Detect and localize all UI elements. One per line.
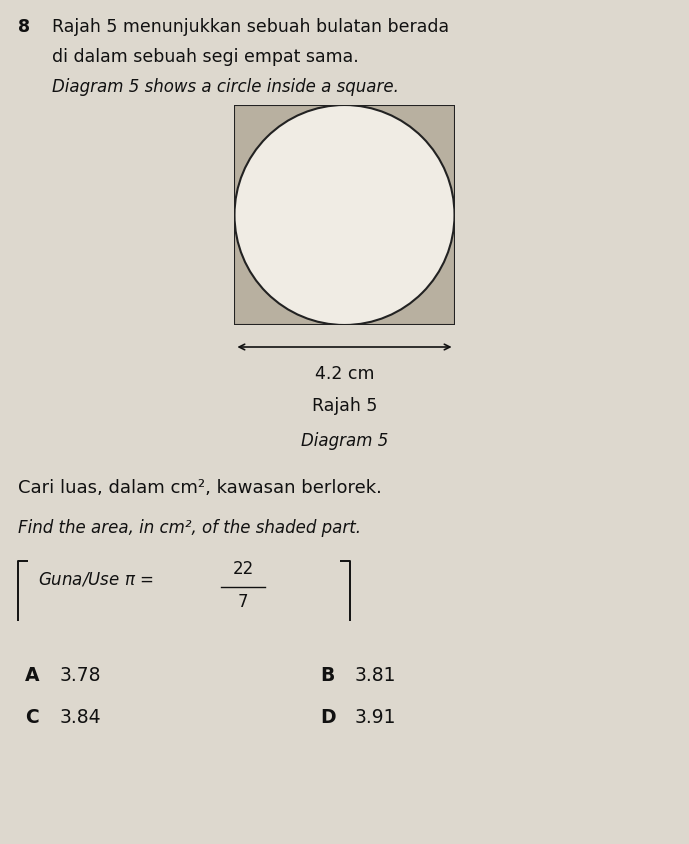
Text: 3.84: 3.84 [60, 708, 101, 727]
Text: 3.81: 3.81 [355, 666, 396, 685]
Text: 4.2 cm: 4.2 cm [315, 365, 374, 383]
Text: D: D [320, 708, 336, 727]
Text: 3.91: 3.91 [355, 708, 396, 727]
Text: Rajah 5: Rajah 5 [312, 397, 377, 415]
Text: A: A [25, 666, 39, 685]
Text: Diagram 5 shows a circle inside a square.: Diagram 5 shows a circle inside a square… [52, 78, 399, 96]
Text: Cari luas, dalam cm², kawasan berlorek.: Cari luas, dalam cm², kawasan berlorek. [18, 479, 382, 497]
Text: C: C [25, 708, 39, 727]
Text: Guna/Use $\pi$ =: Guna/Use $\pi$ = [38, 570, 155, 588]
Text: Diagram 5: Diagram 5 [301, 432, 388, 450]
Text: 7: 7 [238, 593, 248, 611]
Circle shape [234, 105, 455, 325]
Text: 8: 8 [18, 18, 30, 36]
Text: Find the area, in cm², of the shaded part.: Find the area, in cm², of the shaded par… [18, 519, 361, 537]
Text: di dalam sebuah segi empat sama.: di dalam sebuah segi empat sama. [52, 48, 359, 66]
Text: 22: 22 [232, 560, 254, 578]
Text: 3.78: 3.78 [60, 666, 101, 685]
Text: B: B [320, 666, 334, 685]
Text: Rajah 5 menunjukkan sebuah bulatan berada: Rajah 5 menunjukkan sebuah bulatan berad… [52, 18, 449, 36]
